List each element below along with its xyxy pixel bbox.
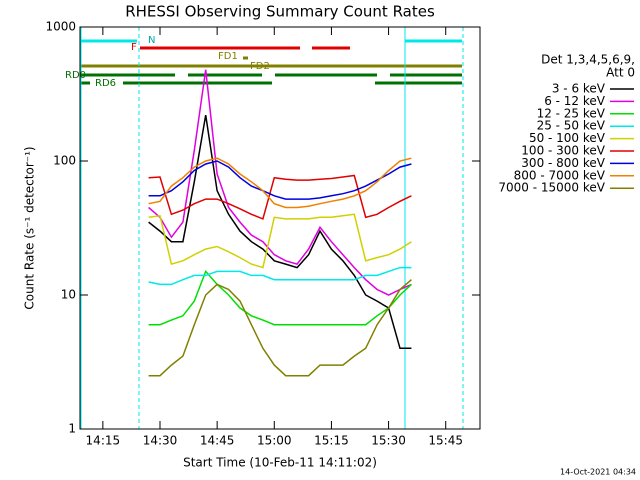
status-bars <box>80 39 462 85</box>
series-line <box>148 266 412 286</box>
legend-label: 12 - 25 keV <box>537 106 606 120</box>
annotation: RD0 <box>65 70 86 81</box>
legend-label: 6 - 12 keV <box>544 94 606 108</box>
x-tick-label: 15:15 <box>314 434 349 448</box>
x-tick-label: 14:30 <box>143 434 178 448</box>
annotation: FD2 <box>250 61 270 72</box>
legend-label: 25 - 50 keV <box>537 119 606 133</box>
x-tick-label: 15:45 <box>428 434 463 448</box>
plot-frame <box>79 26 481 430</box>
legend-header: Att 0 <box>606 66 635 80</box>
x-tick-label: 14:15 <box>86 434 121 448</box>
series-line <box>148 69 412 296</box>
legend-label: 50 - 100 keV <box>529 131 606 145</box>
legend-label: 7000 - 15000 keV <box>498 181 605 195</box>
legend-header: Det 1,3,4,5,6,9, <box>541 53 635 67</box>
series-line <box>148 213 412 269</box>
legend-label: 3 - 6 keV <box>552 82 606 96</box>
legend-label: 300 - 800 keV <box>521 156 605 170</box>
series-line <box>148 157 412 209</box>
x-axis-label: Start Time (10-Feb-11 14:11:02) <box>183 456 377 470</box>
y-axis-label: Count Rate (s⁻¹ detector⁻¹) <box>23 146 37 309</box>
y-tick-label: 10 <box>61 288 76 302</box>
x-tick-label: 15:30 <box>371 434 406 448</box>
series-line <box>148 160 412 200</box>
annotation: N <box>148 35 155 46</box>
annotation: FD1 <box>218 51 238 62</box>
x-tick-label: 14:45 <box>200 434 235 448</box>
y-tick-label: 100 <box>53 154 76 168</box>
annotation: RD6 <box>95 78 116 89</box>
legend-label: 100 - 300 keV <box>521 144 605 158</box>
annotation: F <box>131 42 137 53</box>
legend-label: 800 - 7000 keV <box>514 168 606 182</box>
vertical-markers <box>80 27 464 429</box>
footer: 14-Oct-2021 04:34 <box>560 468 636 477</box>
series-line <box>148 114 412 350</box>
chart-title: RHESSI Observing Summary Count Rates <box>125 3 435 21</box>
series-line <box>148 269 412 326</box>
series-line <box>148 279 412 377</box>
x-tick-label: 15:00 <box>257 434 292 448</box>
series-line <box>148 174 412 220</box>
y-tick-label: 1000 <box>45 20 76 34</box>
y-tick-label: 1 <box>68 422 76 436</box>
